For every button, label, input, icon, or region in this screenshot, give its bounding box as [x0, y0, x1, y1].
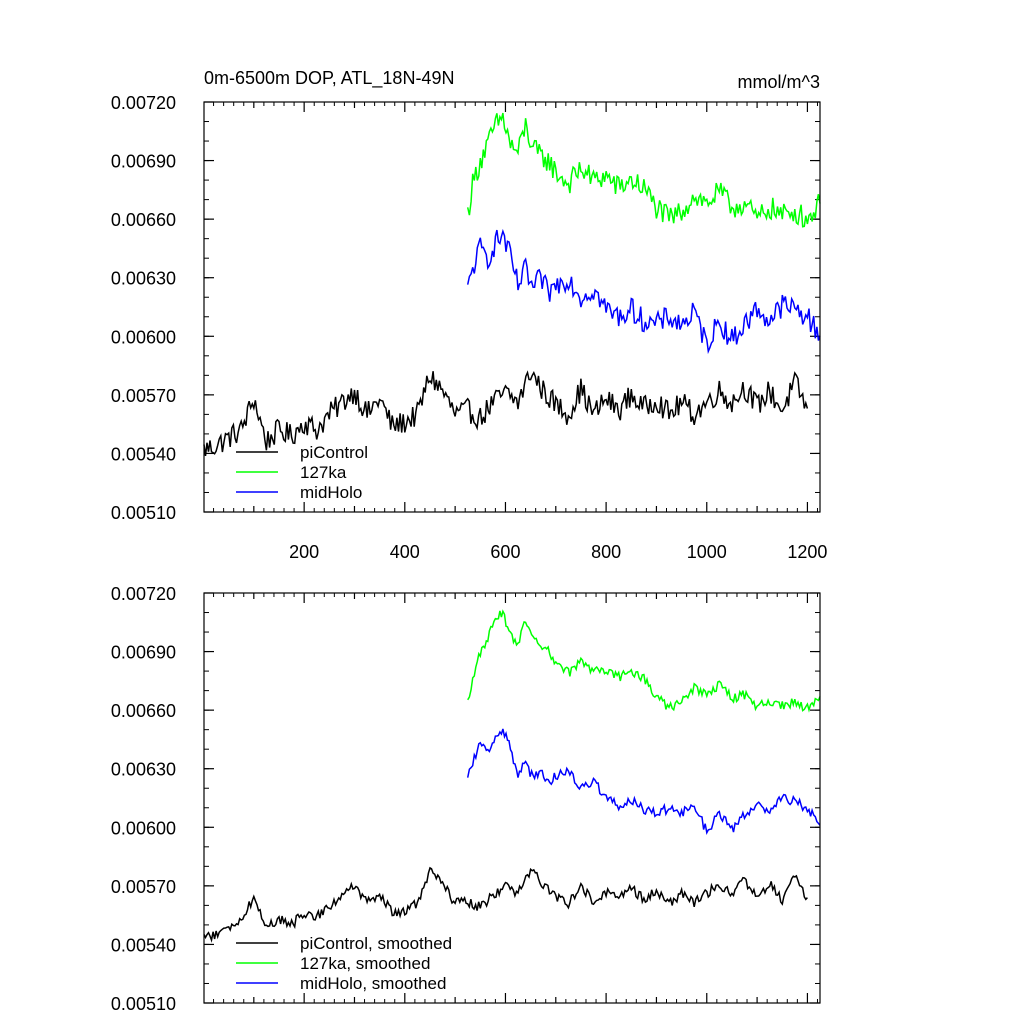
tick-marks [204, 101, 820, 513]
y-tick-label: 0.00690 [111, 152, 176, 172]
y-tick-label: 0.00510 [111, 503, 176, 523]
x-tick-label: 600 [490, 542, 520, 562]
series-lines [203, 112, 821, 456]
tick-marks [204, 592, 820, 1004]
series-lines [203, 609, 821, 943]
series-line-0 [203, 370, 809, 456]
series-line-2 [466, 728, 821, 835]
y-tick-label: 0.00630 [111, 269, 176, 289]
legend-label: midHolo, smoothed [300, 974, 446, 993]
legend-label: piControl, smoothed [300, 934, 452, 953]
y-tick-label: 0.00630 [111, 760, 176, 780]
plot-frame [203, 592, 821, 1004]
x-tick-label: 1000 [687, 542, 727, 562]
series-line-0 [203, 866, 808, 943]
series-line-2 [466, 228, 821, 355]
y-tick-label: 0.00510 [111, 994, 176, 1014]
x-tick-label: 1200 [787, 542, 827, 562]
x-tick-label: 200 [289, 542, 319, 562]
y-tick-label: 0.00600 [111, 818, 176, 838]
y-tick-labels: 0.00510 0.00540 0.00570 0.00600 0.00630 0.006… [111, 584, 176, 1014]
legend-label: 127ka [300, 463, 347, 482]
y-tick-label: 0.00570 [111, 877, 176, 897]
y-tick-label: 0.00720 [111, 584, 176, 604]
x-tick-label: 400 [390, 542, 420, 562]
y-tick-label: 0.00660 [111, 210, 176, 230]
series-line-1 [466, 112, 821, 228]
y-tick-label: 0.00690 [111, 643, 176, 663]
x-tick-labels: 200 400 600 800 1000 1200 [289, 542, 827, 562]
bottom-panel: 0.00510 0.00540 0.00570 0.00600 0.00630 0.006… [111, 584, 821, 1014]
chart-title: 0m-6500m DOP, ATL_18N-49N [204, 68, 454, 89]
y-tick-label: 0.00540 [111, 935, 176, 955]
x-tick-label: 800 [591, 542, 621, 562]
y-tick-label: 0.00570 [111, 386, 176, 406]
series-line-1 [467, 609, 821, 713]
top-panel: 0m-6500m DOP, ATL_18N-49N mmol/m^3 0.005… [111, 68, 828, 562]
plot-frame [203, 101, 821, 513]
y-tick-labels: 0.00510 0.00540 0.00570 0.00600 0.00630 0.006… [111, 93, 176, 523]
y-tick-label: 0.00660 [111, 701, 176, 721]
y-tick-label: 0.00540 [111, 444, 176, 464]
y-tick-label: 0.00600 [111, 327, 176, 347]
legend-label: midHolo [300, 483, 362, 502]
legend-label: piControl [300, 443, 368, 462]
units-label: mmol/m^3 [738, 72, 820, 92]
legend-label: 127ka, smoothed [300, 954, 430, 973]
y-tick-label: 0.00720 [111, 93, 176, 113]
